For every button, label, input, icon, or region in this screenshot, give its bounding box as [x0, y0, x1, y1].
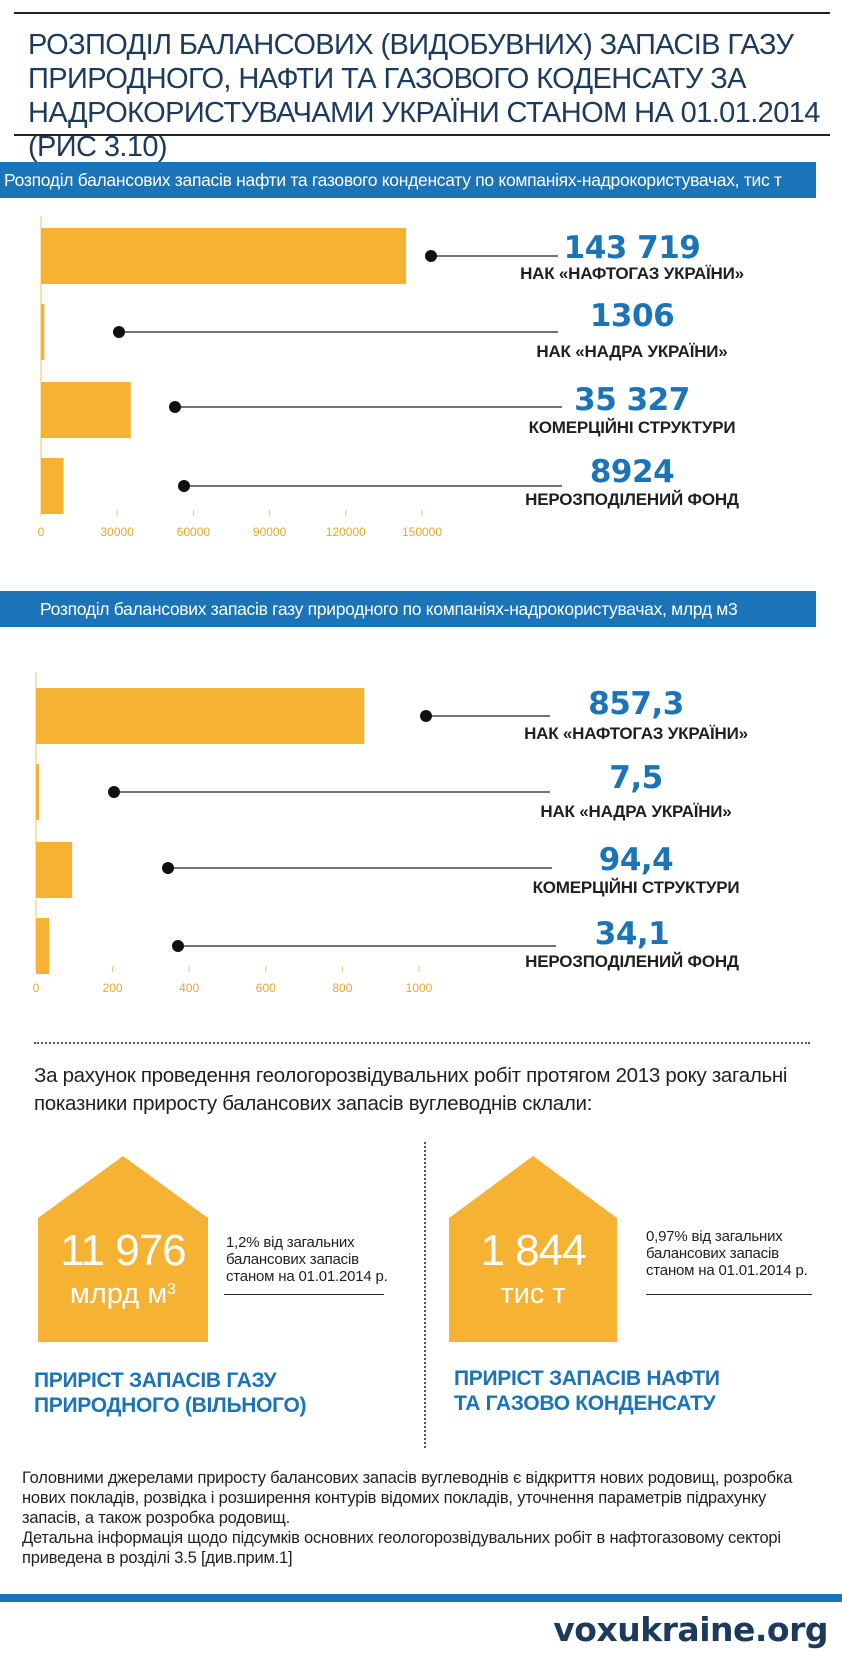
- oil-growth-caption-line1: ПРИРІСТ ЗАПАСІВ НАФТИ: [454, 1367, 720, 1390]
- oil-category-label-0: НАК «НАФТОГАЗ УКРАЇНИ»: [520, 264, 744, 283]
- house-shape: [449, 1156, 617, 1342]
- gas-growth-caption: ПРИРІСТ ЗАПАСІВ ГАЗУ ПРИРОДНОГО (ВІЛЬНОГ…: [34, 1368, 394, 1418]
- oil-category-label-2: КОМЕРЦІЙНІ СТРУКТУРИ: [528, 418, 736, 437]
- brand-link[interactable]: voxukraine.org: [553, 1610, 828, 1649]
- gas-growth-note-line: [224, 1294, 384, 1295]
- oil-tick-label: 60000: [177, 525, 211, 539]
- gas-growth-number: 11 976: [60, 1226, 186, 1275]
- oil-chart-svg: 0 30000 60000 90000 120000 150000: [38, 216, 562, 539]
- top-rule: [14, 12, 830, 14]
- gas-category-label-0: НАК «НАФТОГАЗ УКРАЇНИ»: [524, 724, 748, 743]
- oil-bar-0: [41, 228, 407, 284]
- bottom-bar: [0, 1594, 842, 1602]
- gas-tick-label: 600: [256, 981, 276, 995]
- gas-value-label-1: 7,5: [609, 760, 663, 796]
- oil-bar-3: [41, 458, 64, 514]
- chart-banner-oil: Розподіл балансових запасів нафти та газ…: [0, 162, 816, 198]
- oil-tick-label: 90000: [253, 525, 287, 539]
- oil-dot-2: [169, 401, 181, 413]
- gas-growth-note: 1,2% від загальних балансових запасів ст…: [226, 1234, 388, 1285]
- oil-value-label-1: 1306: [589, 298, 675, 334]
- column-separator: [424, 1142, 426, 1448]
- gas-growth-unit-text: млрд м: [69, 1278, 168, 1310]
- oil-tick-label: 120000: [326, 525, 366, 539]
- footer-text: Головними джерелами приросту балансових …: [22, 1468, 822, 1568]
- oil-bar-2: [41, 382, 131, 438]
- oil-growth-unit: тис т: [449, 1278, 617, 1310]
- gas-growth-caption-line2: ПРИРОДНОГО (ВІЛЬНОГО): [34, 1394, 307, 1417]
- gas-tick-label: 400: [179, 981, 199, 995]
- oil-growth-caption-line2: ТА ГАЗОВО КОНДЕНСАТУ: [454, 1392, 716, 1415]
- gas-growth-caption-line1: ПРИРІСТ ЗАПАСІВ ГАЗУ: [34, 1369, 277, 1392]
- gas-chart-svg: 0 200 400 600 800 1000: [33, 672, 556, 995]
- gas-growth-unit-sup: 3: [167, 1281, 177, 1298]
- title-rule: [14, 134, 830, 136]
- oil-category-label-1: НАК «НАДРА УКРАЇНИ»: [536, 342, 728, 361]
- gas-tick-label: 1000: [406, 981, 433, 995]
- oil-tick-label: 30000: [101, 525, 135, 539]
- gas-bar-2: [36, 842, 73, 898]
- gas-bar-0: [36, 688, 365, 744]
- page-title: РОЗПОДІЛ БАЛАНСОВИХ (ВИДОБУВНИХ) ЗАПАСІВ…: [28, 29, 820, 163]
- chart-oil: 0 30000 60000 90000 120000 150000 143 719 НАК «…: [0, 200, 842, 560]
- intro-text: За рахунок проведення геологорозвідуваль…: [34, 1064, 788, 1115]
- oil-value-label-3: 8924: [589, 454, 675, 490]
- gas-value-label-3: 34,1: [594, 916, 670, 952]
- section-divider: [34, 1042, 810, 1044]
- house-shape: [38, 1156, 208, 1342]
- gas-bar-3: [36, 918, 50, 974]
- oil-growth-unit-text: тис т: [500, 1278, 566, 1310]
- oil-growth-note: 0,97% від загальних балансових запасів с…: [646, 1228, 808, 1279]
- gas-dot-1: [108, 786, 120, 798]
- gas-value-label-0: 857,3: [588, 686, 684, 722]
- footer-paragraph-2: Детальна інформація щодо підсумків основ…: [22, 1529, 781, 1567]
- oil-growth-caption: ПРИРІСТ ЗАПАСІВ НАФТИ ТА ГАЗОВО КОНДЕНСА…: [454, 1366, 814, 1416]
- gas-value-label-2: 94,4: [598, 842, 674, 878]
- oil-dot-0: [425, 250, 437, 262]
- oil-growth-number: 1 844: [480, 1226, 586, 1275]
- oil-growth-house: 1 844 тис т: [449, 1156, 617, 1342]
- chart-gas: 0 200 400 600 800 1000 857,3 НАК «НАФТОГАЗ УКРА…: [0, 660, 842, 1020]
- oil-tick-label: 0: [38, 525, 45, 539]
- gas-dot-2: [162, 862, 174, 874]
- gas-growth-unit: млрд м3: [38, 1278, 208, 1310]
- gas-category-label-3: НЕРОЗПОДІЛЕНИЙ ФОНД: [525, 952, 739, 971]
- oil-dot-1: [113, 326, 125, 338]
- gas-dot-0: [420, 710, 432, 722]
- oil-tick-label: 150000: [402, 525, 442, 539]
- oil-bar-1: [41, 304, 45, 360]
- gas-tick-label: 0: [33, 981, 40, 995]
- gas-dot-3: [172, 940, 184, 952]
- gas-bar-1: [36, 764, 39, 820]
- gas-growth-house: 11 976 млрд м3: [38, 1156, 208, 1342]
- oil-value-label-0: 143 719: [563, 230, 701, 266]
- footer-paragraph-1: Головними джерелами приросту балансових …: [22, 1469, 793, 1527]
- gas-category-label-2: КОМЕРЦІЙНІ СТРУКТУРИ: [532, 878, 740, 897]
- gas-tick-label: 200: [103, 981, 123, 995]
- oil-category-label-3: НЕРОЗПОДІЛЕНИЙ ФОНД: [525, 490, 739, 509]
- gas-tick-label: 800: [332, 981, 352, 995]
- chart-banner-gas: Розподіл балансових запасів газу природн…: [0, 591, 816, 627]
- oil-growth-note-line: [646, 1294, 812, 1295]
- oil-value-label-2: 35 327: [574, 382, 690, 418]
- gas-category-label-1: НАК «НАДРА УКРАЇНИ»: [540, 802, 732, 821]
- oil-dot-3: [178, 480, 190, 492]
